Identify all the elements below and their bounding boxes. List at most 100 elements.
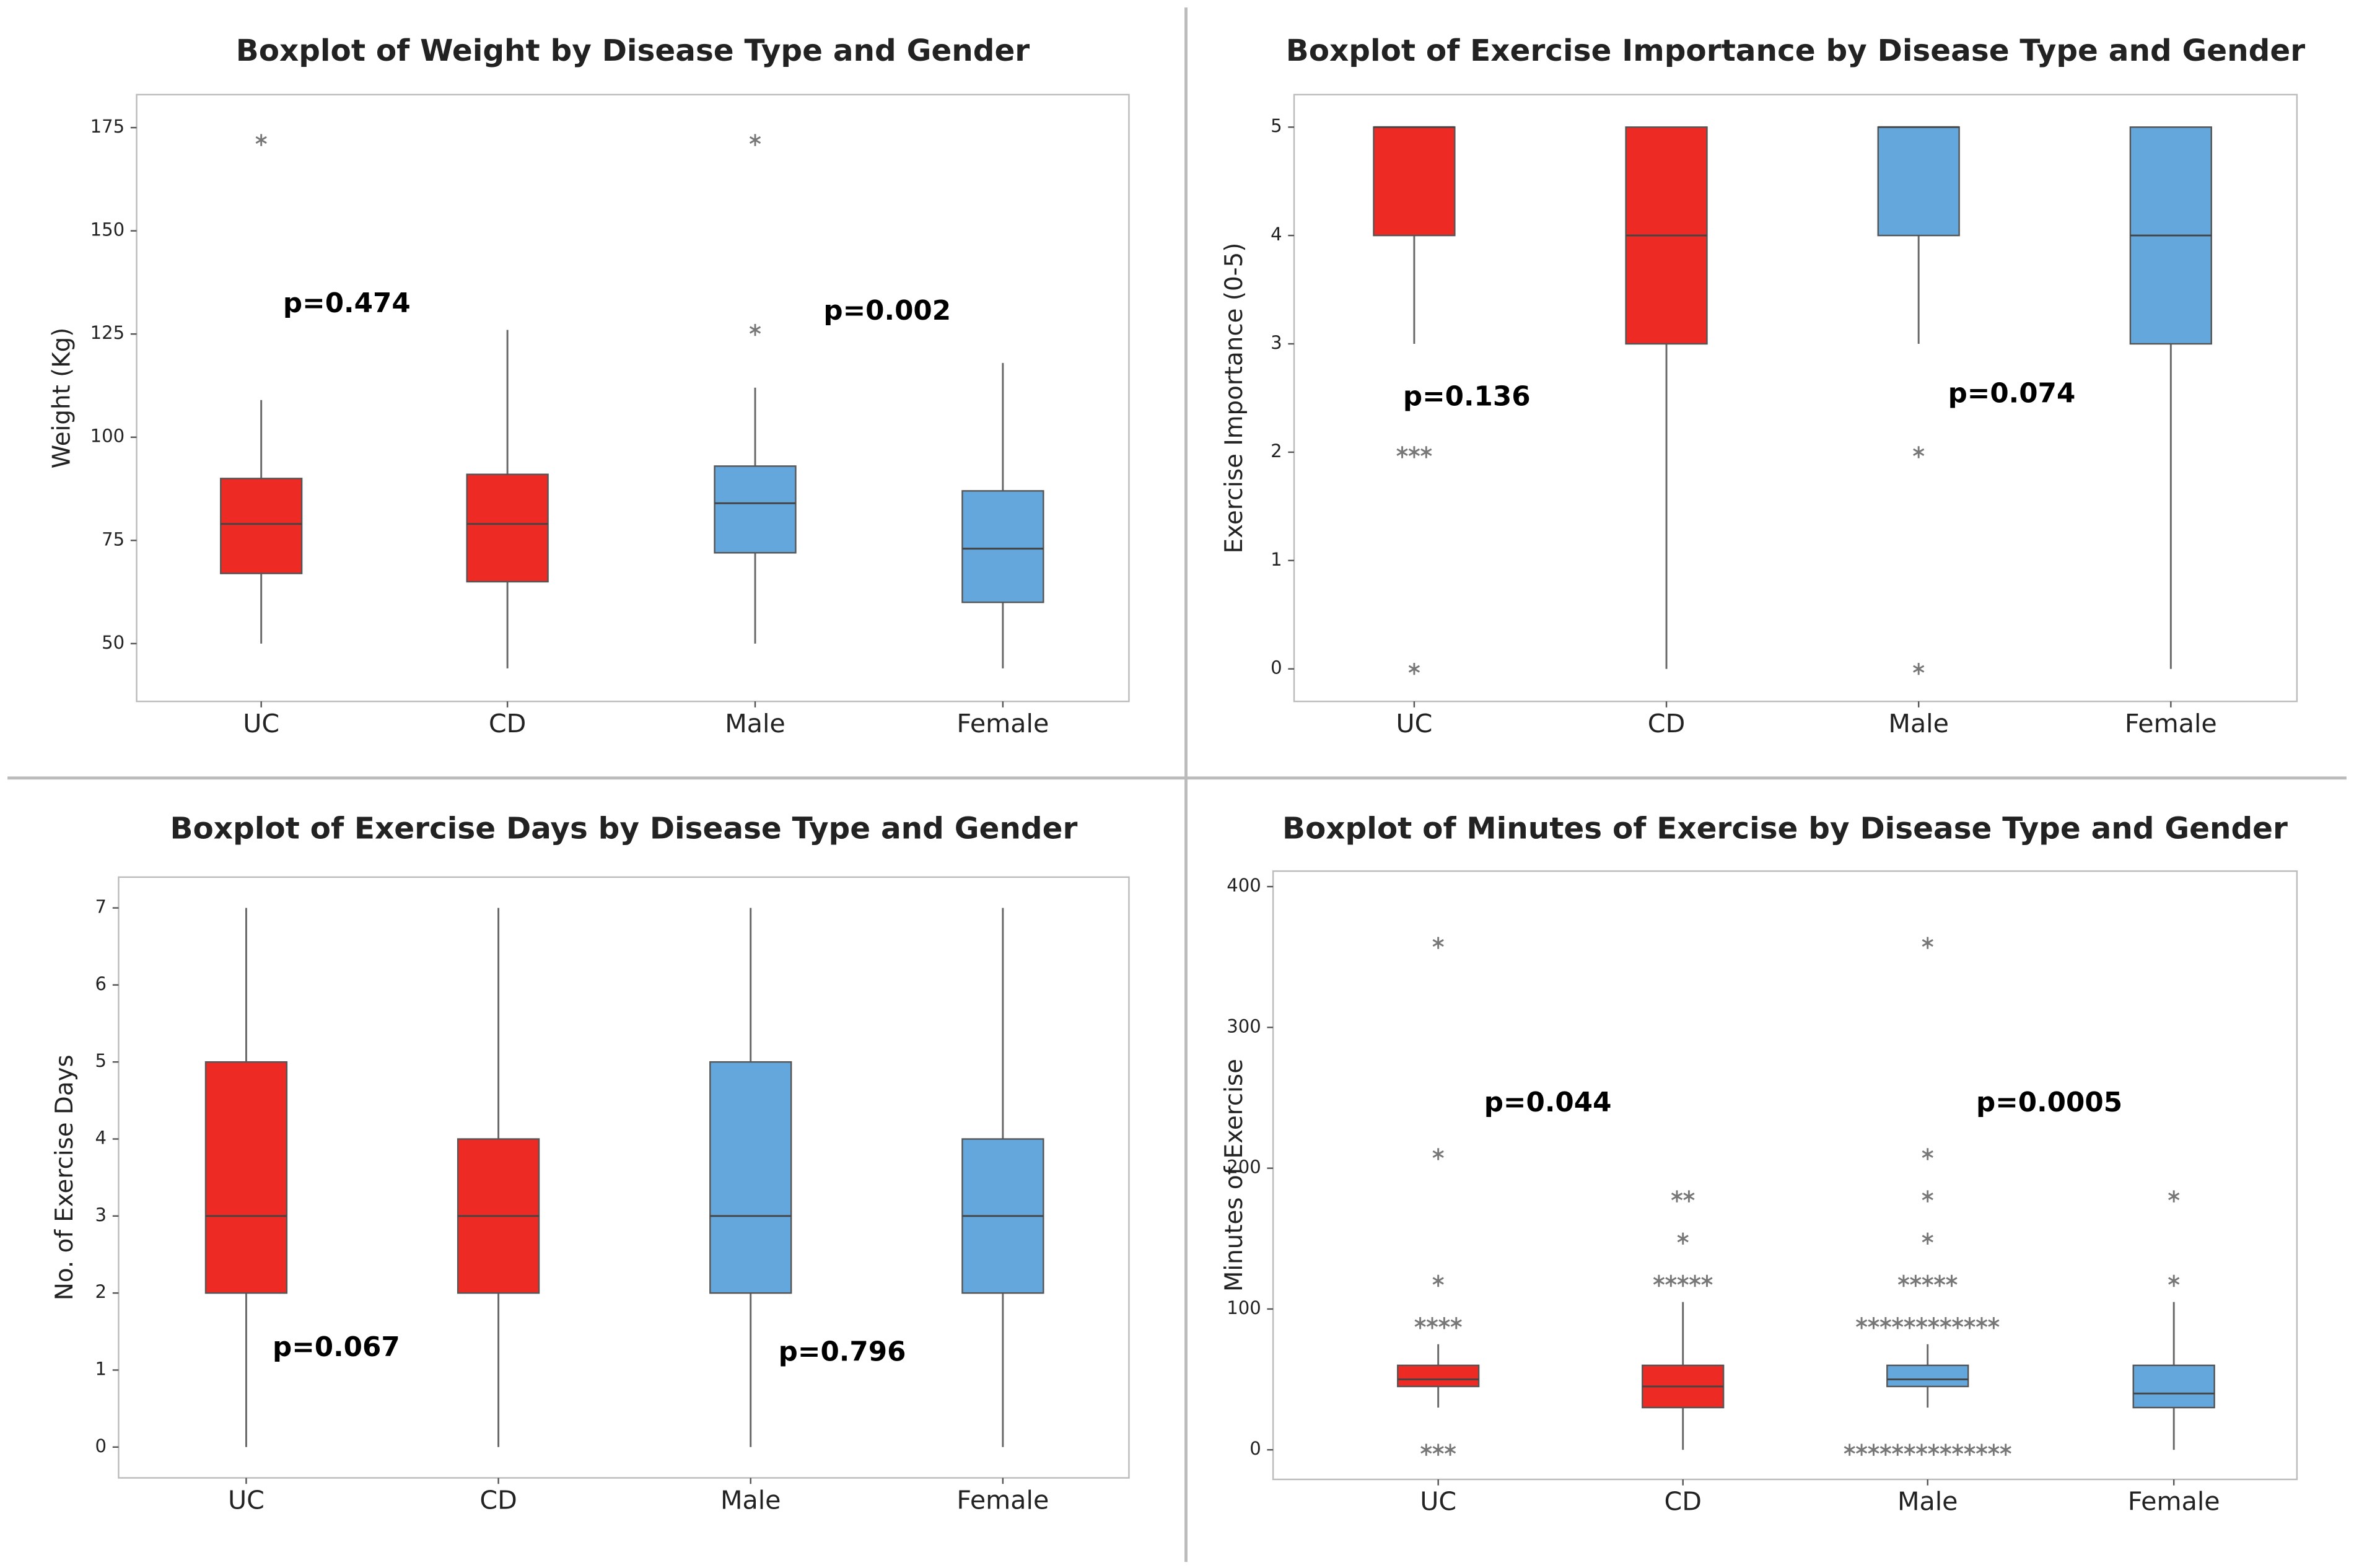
y-tick-label: 3 bbox=[95, 1204, 107, 1225]
p-value: p=0.796 bbox=[779, 1336, 906, 1367]
outlier bbox=[1408, 662, 1420, 675]
y-tick-label: 1 bbox=[1271, 549, 1282, 570]
chart-title: Boxplot of Weight by Disease Type and Ge… bbox=[236, 33, 1030, 68]
outlier bbox=[1396, 446, 1408, 458]
outlier bbox=[1677, 1232, 1689, 1245]
y-tick-label: 4 bbox=[95, 1128, 107, 1149]
outlier bbox=[2168, 1190, 2180, 1202]
outlier bbox=[1922, 1190, 1933, 1202]
x-tick-label: CD bbox=[479, 1485, 517, 1515]
y-tick-label: 0 bbox=[95, 1435, 107, 1456]
x-tick-label: UC bbox=[1420, 1487, 1456, 1517]
outlier bbox=[1904, 1316, 1915, 1329]
outlier bbox=[1420, 446, 1432, 458]
outlier bbox=[1665, 1274, 1677, 1287]
outlier bbox=[1988, 1443, 2000, 1456]
box bbox=[1877, 126, 1960, 237]
outlier bbox=[1915, 1443, 1928, 1456]
x-tick-label: UC bbox=[243, 709, 279, 738]
outlier bbox=[1879, 1443, 1891, 1456]
box bbox=[714, 465, 797, 554]
outlier bbox=[1868, 1316, 1879, 1329]
y-axis-label: Weight (Kg) bbox=[48, 328, 76, 469]
outlier bbox=[1438, 1316, 1450, 1329]
y-axis-label: No. of Exercise Days bbox=[51, 1054, 79, 1300]
outlier bbox=[1432, 1274, 1444, 1287]
y-tick-label: 125 bbox=[90, 322, 125, 343]
x-tick-label: UC bbox=[228, 1485, 265, 1515]
outlier bbox=[1922, 1274, 1933, 1287]
outlier bbox=[1946, 1274, 1958, 1287]
outlier bbox=[1940, 1443, 1951, 1456]
outlier bbox=[1701, 1274, 1713, 1287]
x-tick-label: UC bbox=[1396, 709, 1432, 738]
plot-frame bbox=[118, 876, 1130, 1479]
outlier bbox=[1897, 1274, 1910, 1287]
outlier bbox=[1450, 1316, 1462, 1329]
box bbox=[1373, 126, 1456, 237]
y-tick-label: 300 bbox=[1227, 1015, 1261, 1036]
box bbox=[709, 1061, 792, 1294]
p-value: p=0.067 bbox=[273, 1332, 400, 1363]
outlier bbox=[1879, 1316, 1891, 1329]
box bbox=[466, 473, 549, 583]
outlier bbox=[1952, 1316, 1964, 1329]
x-tick-label: Female bbox=[2125, 709, 2217, 738]
x-tick-label: CD bbox=[1664, 1487, 1701, 1517]
x-tick-label: Male bbox=[720, 1485, 781, 1515]
chart-title: Boxplot of Minutes of Exercise by Diseas… bbox=[1282, 812, 2288, 846]
p-value: p=0.002 bbox=[823, 296, 951, 326]
outlier bbox=[2168, 1274, 2180, 1287]
outlier bbox=[1677, 1274, 1689, 1287]
outlier bbox=[1910, 1274, 1922, 1287]
outlier bbox=[1892, 1316, 1904, 1329]
outlier bbox=[1420, 1443, 1432, 1456]
outlier bbox=[1671, 1190, 1683, 1202]
y-tick-label: 2 bbox=[95, 1281, 107, 1302]
outlier bbox=[1892, 1443, 1904, 1456]
p-value: p=0.474 bbox=[283, 288, 411, 319]
outlier bbox=[1976, 1316, 1988, 1329]
y-tick-label: 100 bbox=[1227, 1297, 1261, 1318]
outlier bbox=[1689, 1274, 1701, 1287]
outlier bbox=[1976, 1443, 1988, 1456]
y-tick-label: 150 bbox=[90, 219, 125, 240]
outlier bbox=[749, 134, 761, 146]
chart-title: Boxplot of Exercise Importance by Diseas… bbox=[1286, 33, 2305, 68]
outlier bbox=[1904, 1443, 1915, 1456]
outlier bbox=[1915, 1316, 1928, 1329]
outlier bbox=[1868, 1443, 1879, 1456]
outlier bbox=[1653, 1274, 1665, 1287]
plot-frame bbox=[136, 94, 1130, 703]
y-tick-label: 2 bbox=[1271, 440, 1282, 462]
p-value: p=0.074 bbox=[1948, 379, 2076, 410]
y-tick-label: 0 bbox=[1249, 1438, 1261, 1459]
box bbox=[204, 1061, 288, 1294]
outlier bbox=[1432, 1148, 1444, 1160]
y-axis-label: Exercise Importance (0-5) bbox=[1220, 243, 1248, 554]
outlier bbox=[1940, 1316, 1951, 1329]
outlier bbox=[1432, 1443, 1444, 1456]
outlier bbox=[1928, 1443, 1940, 1456]
y-tick-label: 7 bbox=[95, 896, 107, 918]
box bbox=[2132, 1364, 2215, 1409]
y-tick-label: 6 bbox=[95, 973, 107, 994]
y-tick-label: 5 bbox=[1271, 115, 1282, 136]
y-tick-label: 0 bbox=[1271, 657, 1282, 678]
x-tick-label: Female bbox=[956, 1485, 1049, 1515]
box bbox=[220, 478, 303, 574]
y-tick-label: 4 bbox=[1271, 224, 1282, 245]
y-tick-label: 200 bbox=[1227, 1157, 1261, 1178]
p-value: p=0.136 bbox=[1403, 381, 1531, 412]
outlier bbox=[1414, 1316, 1426, 1329]
plot-frame bbox=[1293, 94, 2298, 703]
outlier bbox=[1444, 1443, 1456, 1456]
x-tick-label: CD bbox=[1648, 709, 1685, 738]
y-tick-label: 5 bbox=[95, 1050, 107, 1071]
y-tick-label: 3 bbox=[1271, 332, 1282, 353]
outlier bbox=[1913, 662, 1925, 675]
box bbox=[961, 490, 1044, 603]
outlier bbox=[1988, 1316, 2000, 1329]
